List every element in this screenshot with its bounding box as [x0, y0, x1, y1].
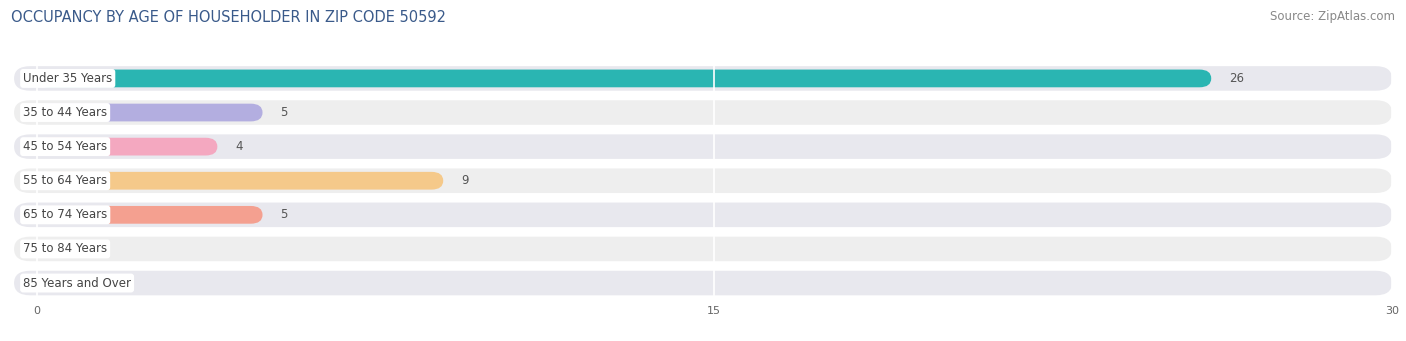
Text: Source: ZipAtlas.com: Source: ZipAtlas.com — [1270, 10, 1395, 23]
Text: 85 Years and Over: 85 Years and Over — [22, 277, 131, 290]
Text: 45 to 54 Years: 45 to 54 Years — [22, 140, 107, 153]
Text: 4: 4 — [235, 140, 243, 153]
FancyBboxPatch shape — [37, 206, 263, 224]
Text: 1: 1 — [100, 242, 107, 255]
FancyBboxPatch shape — [37, 104, 263, 121]
Text: 1: 1 — [100, 277, 107, 290]
FancyBboxPatch shape — [14, 100, 1392, 125]
Text: 5: 5 — [281, 208, 288, 221]
Text: 26: 26 — [1229, 72, 1244, 85]
FancyBboxPatch shape — [14, 203, 1392, 227]
FancyBboxPatch shape — [14, 66, 1392, 91]
FancyBboxPatch shape — [14, 271, 1392, 295]
FancyBboxPatch shape — [14, 134, 1392, 159]
FancyBboxPatch shape — [37, 274, 82, 292]
Text: 9: 9 — [461, 174, 468, 187]
FancyBboxPatch shape — [37, 172, 443, 190]
Text: OCCUPANCY BY AGE OF HOUSEHOLDER IN ZIP CODE 50592: OCCUPANCY BY AGE OF HOUSEHOLDER IN ZIP C… — [11, 10, 446, 25]
Text: 75 to 84 Years: 75 to 84 Years — [22, 242, 107, 255]
FancyBboxPatch shape — [37, 240, 82, 258]
FancyBboxPatch shape — [14, 168, 1392, 193]
Text: 55 to 64 Years: 55 to 64 Years — [22, 174, 107, 187]
Text: 65 to 74 Years: 65 to 74 Years — [22, 208, 107, 221]
Text: 5: 5 — [281, 106, 288, 119]
FancyBboxPatch shape — [37, 138, 218, 155]
Text: 35 to 44 Years: 35 to 44 Years — [22, 106, 107, 119]
FancyBboxPatch shape — [37, 70, 1211, 87]
FancyBboxPatch shape — [14, 237, 1392, 261]
Text: Under 35 Years: Under 35 Years — [22, 72, 112, 85]
